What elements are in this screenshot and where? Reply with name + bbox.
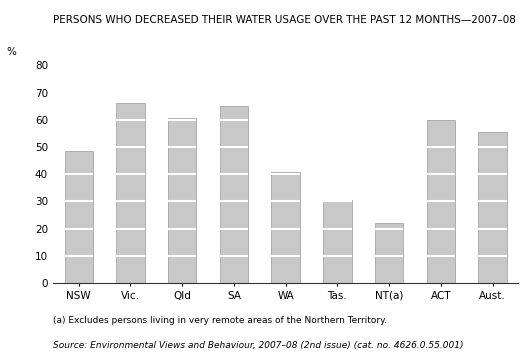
Text: (a) Excludes persons living in very remote areas of the Northern Territory.: (a) Excludes persons living in very remo… (53, 316, 387, 325)
Bar (220, 106, 248, 283)
Bar (271, 172, 300, 283)
Bar (65, 151, 93, 283)
Bar (375, 223, 403, 283)
Bar (323, 200, 352, 283)
Bar (478, 132, 507, 283)
Text: %: % (6, 46, 16, 57)
Text: Source: Environmental Views and Behaviour, 2007–08 (2nd issue) (cat. no. 4626.0.: Source: Environmental Views and Behaviou… (53, 341, 463, 350)
Bar (168, 118, 196, 283)
Text: PERSONS WHO DECREASED THEIR WATER USAGE OVER THE PAST 12 MONTHS—2007–08: PERSONS WHO DECREASED THEIR WATER USAGE … (53, 15, 516, 25)
Bar (116, 103, 145, 283)
Bar (426, 120, 455, 283)
